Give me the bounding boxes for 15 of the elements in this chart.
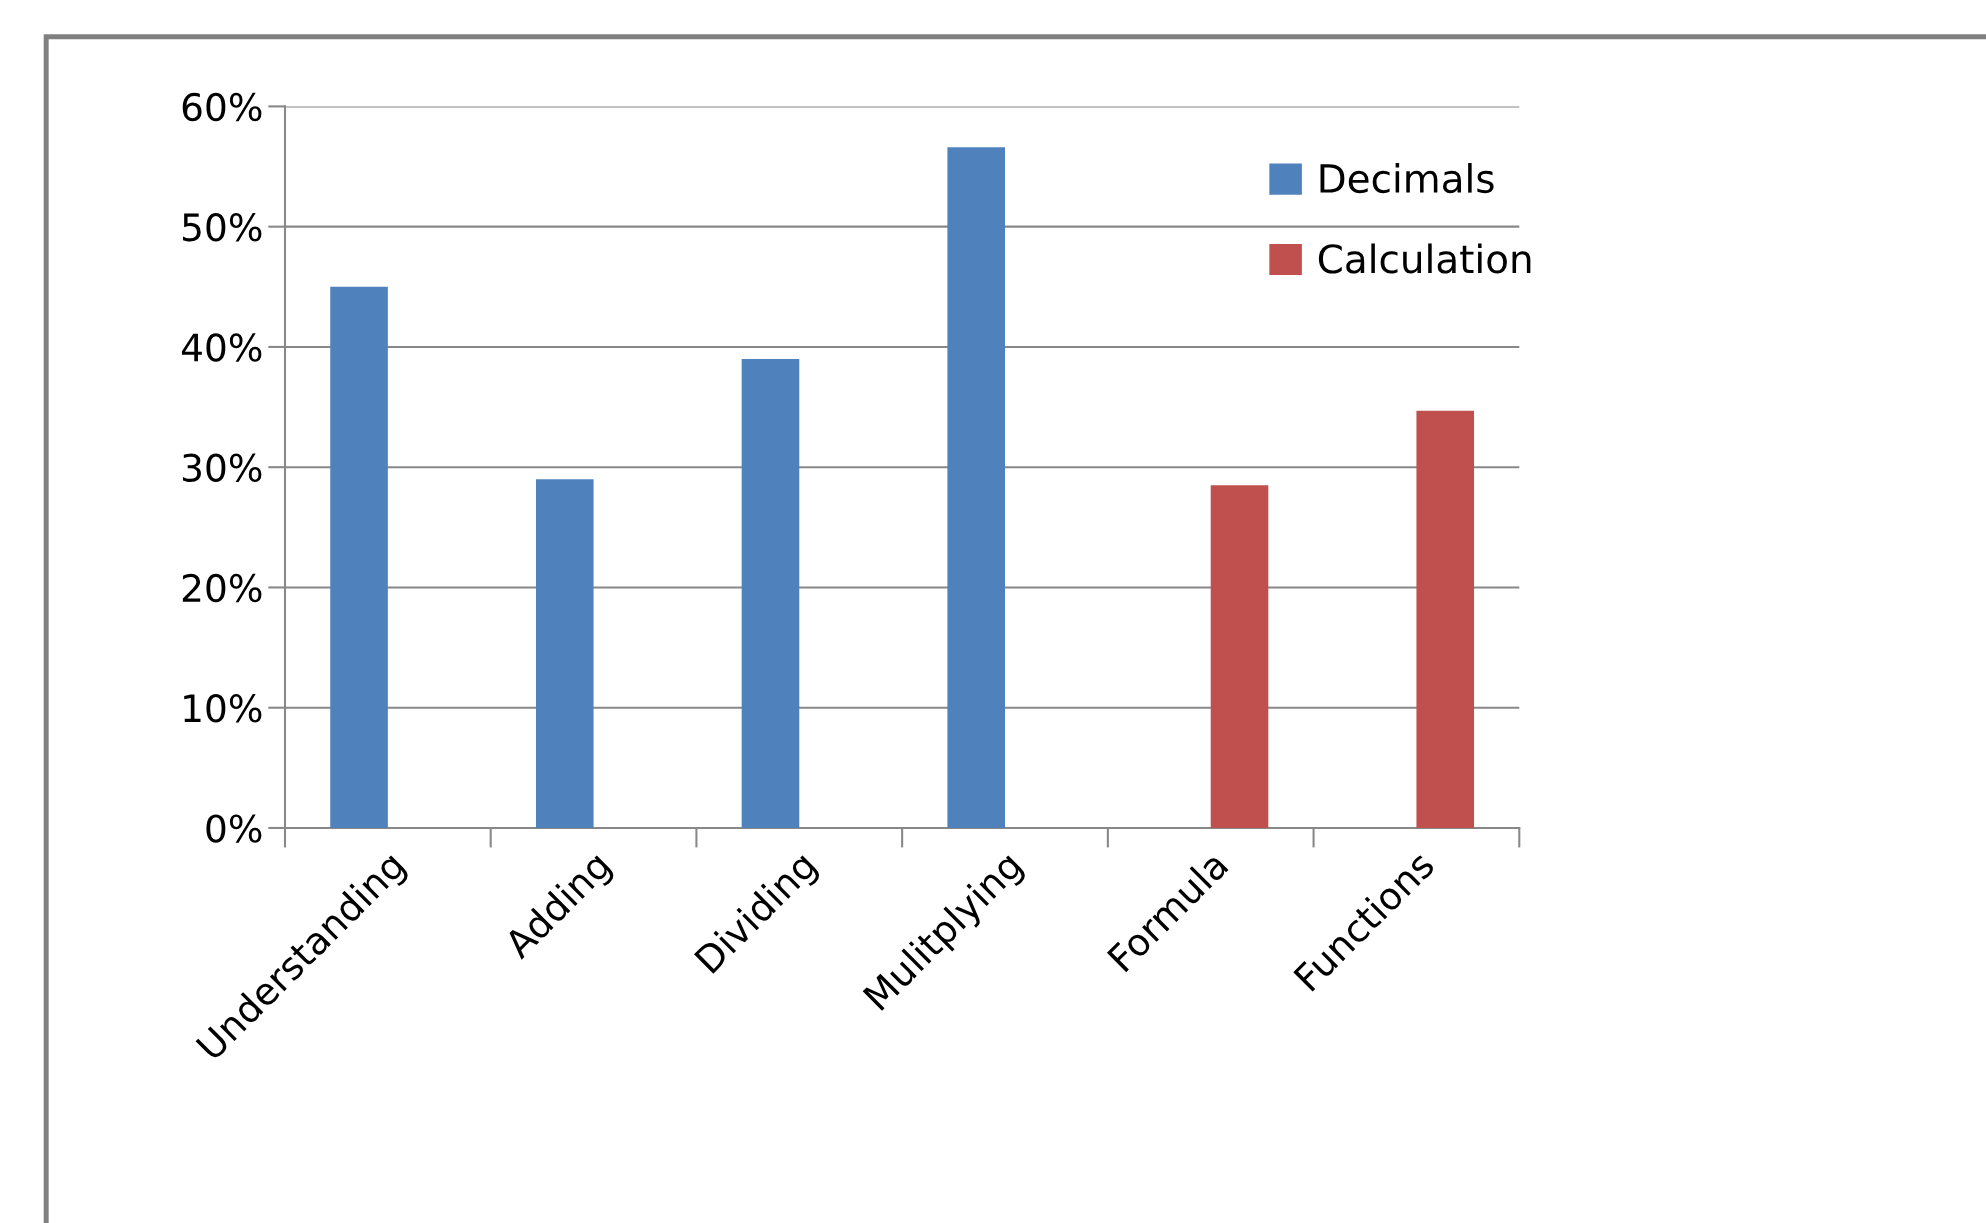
y-tick-label: 0% bbox=[206, 814, 262, 843]
bar bbox=[947, 147, 1005, 828]
y-tick-label: 50% bbox=[183, 213, 262, 242]
bar bbox=[741, 358, 800, 828]
bar bbox=[330, 286, 388, 828]
y-tick-label: 40% bbox=[181, 333, 262, 362]
legend-label: Calculation bbox=[1318, 243, 1531, 274]
y-tick-label: 20% bbox=[182, 573, 262, 603]
y-tick-label: 10% bbox=[184, 694, 262, 723]
legend-label: Decimals bbox=[1320, 163, 1494, 194]
y-tick-label: 60% bbox=[182, 92, 262, 122]
y-tick-label: 30% bbox=[182, 453, 262, 482]
bar bbox=[1210, 485, 1269, 828]
bar bbox=[535, 479, 594, 828]
bar bbox=[1416, 410, 1475, 828]
